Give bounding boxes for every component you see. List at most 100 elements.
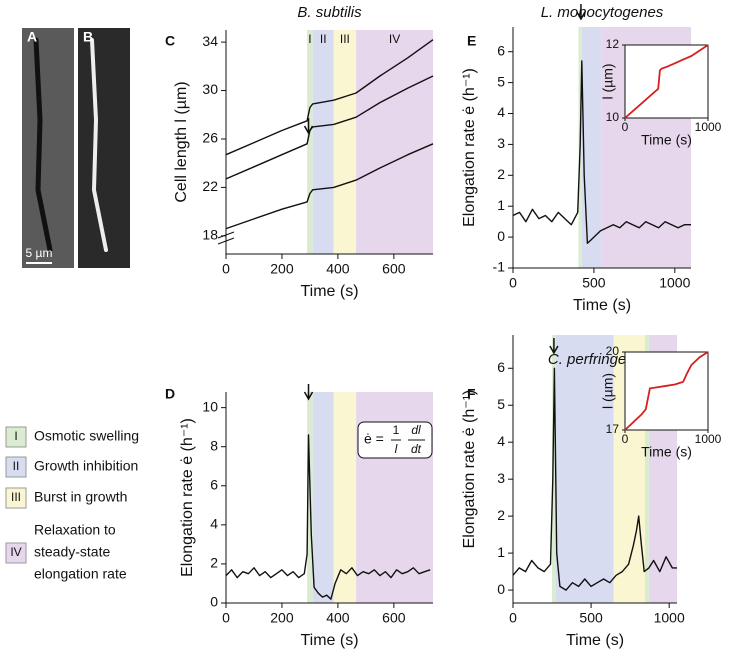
legend-label: steady-state bbox=[34, 544, 110, 560]
axes-frame bbox=[624, 351, 709, 431]
legend-label: Osmotic swelling bbox=[34, 428, 139, 444]
y-tick-label: 2 bbox=[497, 507, 505, 523]
x-axis-label: Time (s) bbox=[300, 283, 358, 300]
data-line bbox=[512, 60, 691, 244]
x-tick-label: 0 bbox=[509, 275, 517, 291]
legend-label: Growth inhibition bbox=[34, 458, 138, 474]
x-tick-label: 1000 bbox=[695, 432, 722, 446]
legend-label: elongation rate bbox=[34, 566, 127, 582]
x-tick-label: 0 bbox=[222, 261, 230, 277]
phase-label: III bbox=[340, 32, 350, 46]
scale-bar-label: 5 µm bbox=[26, 246, 53, 260]
y-tick-label: 4 bbox=[210, 516, 218, 532]
x-tick-label: 0 bbox=[509, 610, 517, 626]
y-tick-label: 3 bbox=[497, 135, 505, 151]
data-line bbox=[225, 434, 431, 600]
x-axis-label: Time (s) bbox=[641, 444, 692, 460]
x-tick-label: 0 bbox=[622, 120, 629, 134]
x-tick-label: 1000 bbox=[695, 120, 722, 134]
y-axis-label: Elongation rate ė (h⁻¹) bbox=[179, 418, 196, 577]
panel-label: A bbox=[27, 29, 37, 45]
shock-arrow bbox=[549, 338, 559, 355]
panel-label: B bbox=[83, 29, 93, 45]
x-tick-label: 400 bbox=[326, 610, 350, 626]
x-axis-label: Time (s) bbox=[641, 132, 692, 148]
y-tick-label: 1 bbox=[497, 197, 505, 213]
cell bbox=[33, 37, 53, 253]
y-axis-label: Cell length l (µm) bbox=[173, 81, 190, 202]
x-tick-label: 0 bbox=[222, 610, 230, 626]
legend-swatch bbox=[5, 542, 27, 564]
phase-shading bbox=[333, 30, 357, 254]
legend-label: Burst in growth bbox=[34, 489, 127, 505]
y-tick-label: 8 bbox=[210, 437, 218, 453]
equation-text: dt bbox=[411, 442, 422, 456]
y-tick-label: 18 bbox=[202, 227, 218, 243]
axes-frame bbox=[624, 44, 709, 119]
y-tick-label: 4 bbox=[497, 104, 505, 120]
x-tick-label: 0 bbox=[622, 432, 629, 446]
chart-title: B. subtilis bbox=[297, 4, 362, 21]
y-tick-label: 34 bbox=[202, 33, 218, 49]
cell bbox=[90, 38, 108, 252]
phase-shading bbox=[552, 335, 556, 603]
axis-break bbox=[217, 231, 235, 245]
legend-swatch bbox=[5, 426, 27, 448]
equation-text: ė = bbox=[364, 431, 384, 447]
legend-numeral: III bbox=[11, 490, 21, 504]
y-tick-label: 1 bbox=[497, 544, 505, 560]
x-tick-label: 500 bbox=[582, 275, 606, 291]
x-tick-label: 1000 bbox=[654, 610, 685, 626]
legend-numeral: I bbox=[14, 429, 17, 443]
panel-label: E bbox=[467, 33, 476, 49]
y-tick-label: 4 bbox=[497, 433, 505, 449]
phase-shading bbox=[356, 30, 433, 254]
shock-arrow bbox=[303, 118, 314, 135]
shock-arrow bbox=[576, 4, 586, 21]
y-tick-label: 6 bbox=[210, 476, 218, 492]
data-line bbox=[624, 44, 709, 119]
y-tick-label: 2 bbox=[497, 166, 505, 182]
y-tick-label: 30 bbox=[202, 81, 218, 97]
legend-numeral: IV bbox=[10, 545, 21, 559]
y-axis-label: l (µm) bbox=[600, 63, 616, 99]
y-tick-label: -1 bbox=[493, 259, 506, 275]
y-tick-label: 0 bbox=[497, 228, 505, 244]
data-line bbox=[225, 39, 434, 156]
phase-shading bbox=[312, 392, 334, 603]
panel-label: F bbox=[467, 386, 476, 402]
y-tick-label: 12 bbox=[606, 37, 620, 51]
shock-arrow bbox=[303, 384, 314, 401]
x-tick-label: 400 bbox=[326, 261, 350, 277]
data-line bbox=[624, 351, 709, 431]
y-tick-label: 5 bbox=[497, 73, 505, 89]
y-axis-label: Elongation rate ė (h⁻¹) bbox=[461, 390, 478, 549]
fluorescence-image bbox=[78, 28, 130, 268]
x-axis-label: Time (s) bbox=[566, 632, 624, 649]
phase-shading bbox=[644, 335, 649, 603]
y-tick-label: 26 bbox=[202, 130, 218, 146]
x-tick-label: 1000 bbox=[659, 275, 690, 291]
x-tick-label: 200 bbox=[270, 261, 294, 277]
x-tick-label: 600 bbox=[382, 261, 406, 277]
x-tick-label: 600 bbox=[382, 610, 406, 626]
chart-title: C. perfringens bbox=[548, 351, 643, 368]
panel-label: C bbox=[165, 33, 175, 49]
phase-shading bbox=[581, 27, 602, 268]
data-line bbox=[512, 367, 677, 591]
x-axis-label: Time (s) bbox=[573, 297, 631, 314]
y-tick-label: 20 bbox=[606, 344, 620, 358]
legend-label: Relaxation to bbox=[34, 522, 116, 538]
y-axis-label: l (µm) bbox=[600, 373, 616, 409]
phase-shading bbox=[307, 30, 313, 254]
x-tick-label: 500 bbox=[579, 610, 603, 626]
y-axis-label: Elongation rate ė (h⁻¹) bbox=[461, 68, 478, 227]
y-tick-label: 17 bbox=[606, 422, 620, 436]
y-tick-label: 22 bbox=[202, 178, 218, 194]
chart-title: L. monocytogenes bbox=[541, 4, 664, 21]
phase-shading bbox=[555, 335, 614, 603]
legend-swatch bbox=[5, 487, 27, 509]
y-tick-label: 2 bbox=[210, 555, 218, 571]
phase-shading bbox=[312, 30, 334, 254]
